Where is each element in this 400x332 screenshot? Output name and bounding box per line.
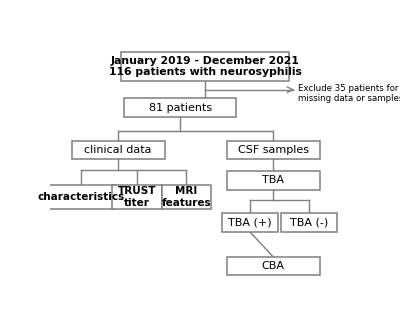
Text: characteristics: characteristics (37, 192, 125, 202)
FancyBboxPatch shape (222, 213, 278, 232)
Text: CBA: CBA (262, 261, 285, 271)
Text: January 2019 - December 2021
116 patients with neurosyphilis: January 2019 - December 2021 116 patient… (108, 56, 302, 77)
Text: TRUST
titer: TRUST titer (118, 186, 156, 208)
FancyBboxPatch shape (47, 185, 115, 209)
FancyBboxPatch shape (162, 185, 211, 209)
Text: CSF samples: CSF samples (238, 145, 309, 155)
FancyBboxPatch shape (112, 185, 162, 209)
Text: TBA (-): TBA (-) (290, 217, 328, 228)
FancyBboxPatch shape (72, 140, 165, 159)
Text: TBA: TBA (262, 175, 284, 186)
FancyBboxPatch shape (124, 98, 236, 117)
FancyBboxPatch shape (227, 140, 320, 159)
FancyBboxPatch shape (121, 52, 289, 81)
Text: Exclude 35 patients for
missing data or samples: Exclude 35 patients for missing data or … (298, 84, 400, 103)
Text: clinical data: clinical data (84, 145, 152, 155)
FancyBboxPatch shape (281, 213, 337, 232)
Text: MRI
features: MRI features (162, 186, 211, 208)
Text: 81 patients: 81 patients (149, 103, 212, 113)
FancyBboxPatch shape (227, 257, 320, 275)
FancyBboxPatch shape (227, 171, 320, 190)
Text: TBA (+): TBA (+) (228, 217, 272, 228)
